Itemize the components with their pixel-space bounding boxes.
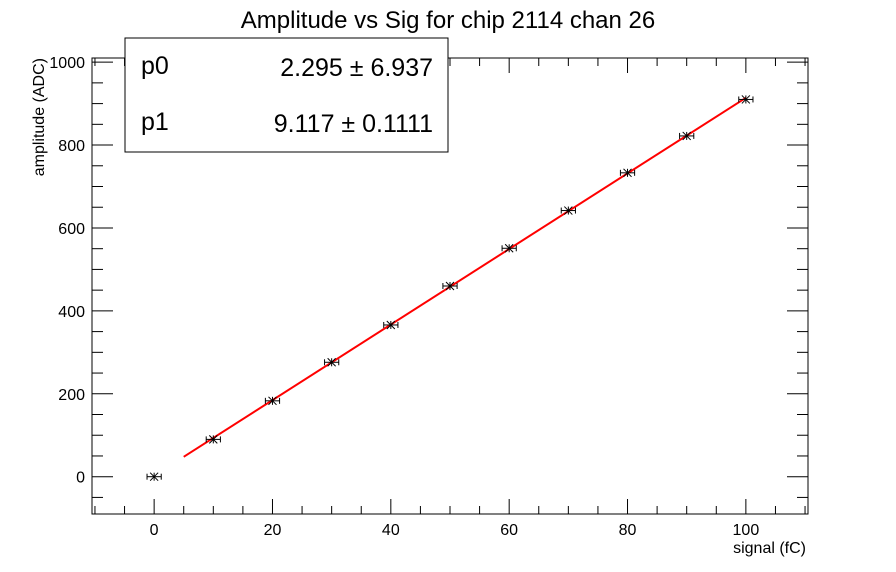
data-point [738, 95, 754, 104]
data-point [442, 281, 458, 291]
marker-stroke [208, 435, 218, 444]
data-point [383, 320, 399, 330]
y-tick-label: 400 [58, 304, 85, 321]
data-point [324, 357, 340, 367]
stat-p1-value: 9.117 ± 0.1111 [274, 110, 433, 138]
chart-title: Amplitude vs Sig for chip 2114 chan 26 [241, 7, 655, 34]
y-tick-label: 0 [76, 470, 85, 487]
data-point [501, 243, 517, 253]
y-tick-label: 800 [58, 138, 85, 155]
fit-stats-box: p0 2.295 ± 6.937 p1 9.117 ± 0.1111 [124, 37, 449, 153]
data-point [679, 131, 695, 141]
marker-stroke [741, 95, 751, 104]
x-tick-label: 20 [264, 522, 282, 539]
stat-p1-name: p1 [141, 108, 169, 136]
y-tick-label: 200 [58, 387, 85, 404]
marker-stroke [386, 320, 396, 330]
fit-line [183, 96, 747, 458]
y-axis-tick-labels: 0 200 400 600 800 1000 [49, 55, 85, 487]
marker-stroke [623, 168, 632, 178]
marker-stroke [682, 131, 692, 141]
marker-stroke [445, 281, 455, 291]
data-point [560, 206, 576, 215]
stat-p0-name: p0 [141, 52, 169, 80]
fit-layer [183, 96, 747, 458]
marker-stroke [504, 243, 514, 253]
data-point [205, 435, 221, 444]
y-tick-label: 1000 [49, 55, 85, 72]
x-axis-label: signal (fC) [733, 540, 806, 557]
x-tick-label: 0 [150, 522, 159, 539]
y-axis-ticks [92, 61, 808, 498]
data-point [619, 168, 636, 178]
y-axis-label: amplitude (ADC) [31, 58, 48, 176]
data-point [264, 396, 281, 406]
x-tick-label: 80 [619, 522, 637, 539]
marker-stroke [268, 396, 277, 406]
fit-stats-frame [124, 37, 449, 153]
stat-p0-value: 2.295 ± 6.937 [280, 54, 433, 82]
x-tick-label: 100 [733, 522, 760, 539]
marker-stroke [327, 357, 337, 367]
y-tick-label: 600 [58, 221, 85, 238]
data-point [146, 472, 162, 482]
x-tick-label: 40 [382, 522, 400, 539]
marker-stroke [563, 206, 573, 215]
x-axis-tick-labels: 0 20 40 60 80 100 [150, 522, 760, 539]
data-points [146, 95, 754, 482]
x-tick-label: 60 [500, 522, 518, 539]
marker-stroke [149, 472, 159, 482]
